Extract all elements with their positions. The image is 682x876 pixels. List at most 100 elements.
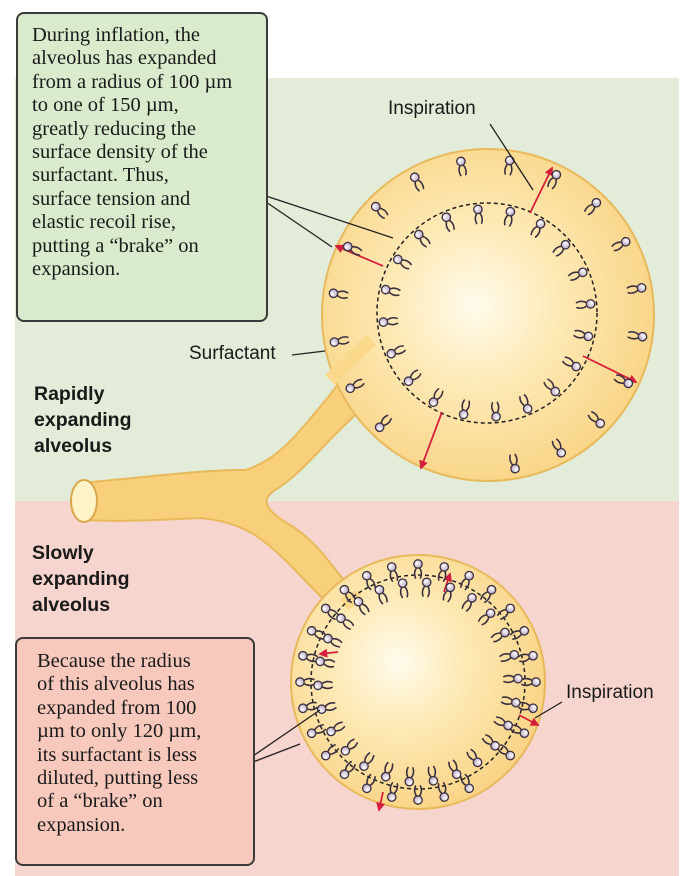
surfactant-molecule-icon xyxy=(320,603,340,620)
heading-line: Rapidly xyxy=(34,383,105,405)
surfactant-molecule-icon xyxy=(428,388,444,407)
surfactant-molecule-icon xyxy=(519,394,533,414)
surfactant-molecule-icon xyxy=(437,782,450,802)
slow-initial-boundary xyxy=(310,574,526,790)
surfactant-molecule-icon xyxy=(328,288,349,299)
inspiration-top-leader xyxy=(489,123,534,191)
inspiration-label-bottom: Inspiration xyxy=(566,682,654,703)
surfactant-molecule-icon xyxy=(339,584,356,604)
callout-line: During inflation, the xyxy=(32,24,200,46)
surfactant-molecule-icon xyxy=(458,399,471,420)
surfactant-molecule-icon xyxy=(437,562,450,582)
surfactant-molecule-icon xyxy=(573,329,594,342)
surfactant-molecule-icon xyxy=(473,204,484,225)
surfactant-molecule-icon xyxy=(442,582,456,603)
surfactant-molecule-icon xyxy=(339,760,356,780)
heading-line: alveolus xyxy=(34,435,113,457)
surfactant-molecule-icon xyxy=(409,172,425,192)
surfactant-molecule-icon xyxy=(456,156,467,177)
callout-line: to one of 150 µm, xyxy=(32,94,179,117)
slow-alveolus-callout: Because the radius of this alveolus has … xyxy=(15,637,255,866)
expansion-arrow-icon xyxy=(582,355,638,383)
surfactant-molecule-icon xyxy=(361,773,376,794)
surfactant-molecule-icon xyxy=(413,229,431,248)
callout-line: expansion. xyxy=(37,813,126,836)
surfactant-molecule-icon xyxy=(575,299,596,310)
surfactant-molecule-icon xyxy=(326,721,346,737)
surfactant-molecule-icon xyxy=(374,584,388,605)
surfactant-molecule-icon xyxy=(386,562,399,582)
surfactant-molecule-icon xyxy=(626,283,647,294)
heading-line: expanding xyxy=(34,409,132,431)
surfactant-molecule-icon xyxy=(521,677,541,687)
rapid-alveolus-heading: Rapidly expanding alveolus xyxy=(34,381,132,459)
surfactant-molecule-icon xyxy=(613,374,634,389)
rapid-initial-boundary xyxy=(376,202,598,424)
surfactant-molecule-icon xyxy=(316,702,337,715)
bottom-callout-pointer xyxy=(252,709,321,763)
surfactant-leader xyxy=(291,350,326,356)
callout-line: greatly reducing the xyxy=(32,117,196,140)
surfactant-molecule-icon xyxy=(393,254,412,270)
surfactant-molecule-icon xyxy=(361,570,376,591)
callout-line: from a radius of 100 µm xyxy=(32,70,233,93)
rapid-alveolus-callout: During inflation, the alveolus has expan… xyxy=(16,12,268,322)
callout-line: putting a “brake” on xyxy=(32,234,199,257)
surfactant-molecule-icon xyxy=(611,236,631,252)
surfactant-molecule-icon xyxy=(378,316,399,327)
callout-line: expanded from 100 xyxy=(37,696,197,719)
callout-line: of this alveolus has xyxy=(37,673,195,696)
surfactant-molecule-icon xyxy=(509,724,530,739)
surfactant-molecule-icon xyxy=(359,752,375,772)
surfactant-molecule-icon xyxy=(490,401,501,422)
surfactant-molecule-icon xyxy=(386,782,399,802)
surfactant-molecule-icon xyxy=(500,696,521,708)
surfactant-molecule-icon xyxy=(336,613,355,630)
surfactant-molecule-icon xyxy=(345,378,365,394)
surfactant-molecule-icon xyxy=(584,197,602,216)
surfactant-molecule-icon xyxy=(413,785,423,805)
inspiration-label-top: Inspiration xyxy=(388,98,476,119)
surfactant-molecule-icon xyxy=(627,331,648,342)
expansion-arrow-icon xyxy=(518,714,540,726)
heading-line: alveolus xyxy=(32,594,111,616)
surfactant-molecule-icon xyxy=(480,584,497,604)
callout-line: surfactant. Thus, xyxy=(32,164,169,187)
callout-line: diluted, putting less xyxy=(37,767,199,790)
callout-line: surface density of the xyxy=(32,141,208,164)
callout-line: µm to only 120 µm, xyxy=(37,720,202,743)
surfactant-molecule-icon xyxy=(306,625,327,640)
callout-line: Because the radius xyxy=(37,650,191,672)
surfactant-molecule-icon xyxy=(503,206,516,227)
surfactant-molecule-icon xyxy=(342,241,363,256)
surfactant-molecule-icon xyxy=(370,201,389,219)
surfactant-molecule-icon xyxy=(466,748,483,768)
surfactant-molecule-icon xyxy=(421,577,432,598)
surfactant-molecule-icon xyxy=(562,356,581,372)
surfactant-molecule-icon xyxy=(460,773,475,794)
surfactant-molecule-icon xyxy=(503,673,523,684)
surfactant-label: Surfactant xyxy=(189,343,276,364)
surfactant-molecule-icon xyxy=(340,738,359,756)
surfactant-molecule-icon xyxy=(496,744,516,761)
leader-lines xyxy=(252,123,563,763)
surfactant-molecule-icon xyxy=(427,765,439,786)
surfactant-molecule-icon xyxy=(298,701,318,714)
surfactant-molecule-icon xyxy=(509,453,520,474)
callout-line: expansion. xyxy=(32,258,121,281)
surfactant-molecule-icon xyxy=(374,414,392,433)
top-callout-pointer xyxy=(265,195,394,248)
surfactant-molecule-icon xyxy=(313,680,333,691)
surfactant-molecule-icon xyxy=(587,411,606,429)
surfactant-molecule-icon xyxy=(551,438,567,458)
surfactant-molecule-icon xyxy=(380,761,394,782)
surfactant-molecule-icon xyxy=(547,169,562,190)
surfactant-molecule-icon xyxy=(461,592,477,612)
surfactant-molecule-icon xyxy=(499,649,520,662)
callout-line: alveolus has expanded xyxy=(32,47,217,70)
surfactant-molecule-icon xyxy=(460,570,475,591)
surfactant-molecule-icon xyxy=(320,744,340,761)
surfactant-molecule-icon xyxy=(386,345,406,359)
callout-line: of a “brake” on xyxy=(37,790,163,813)
